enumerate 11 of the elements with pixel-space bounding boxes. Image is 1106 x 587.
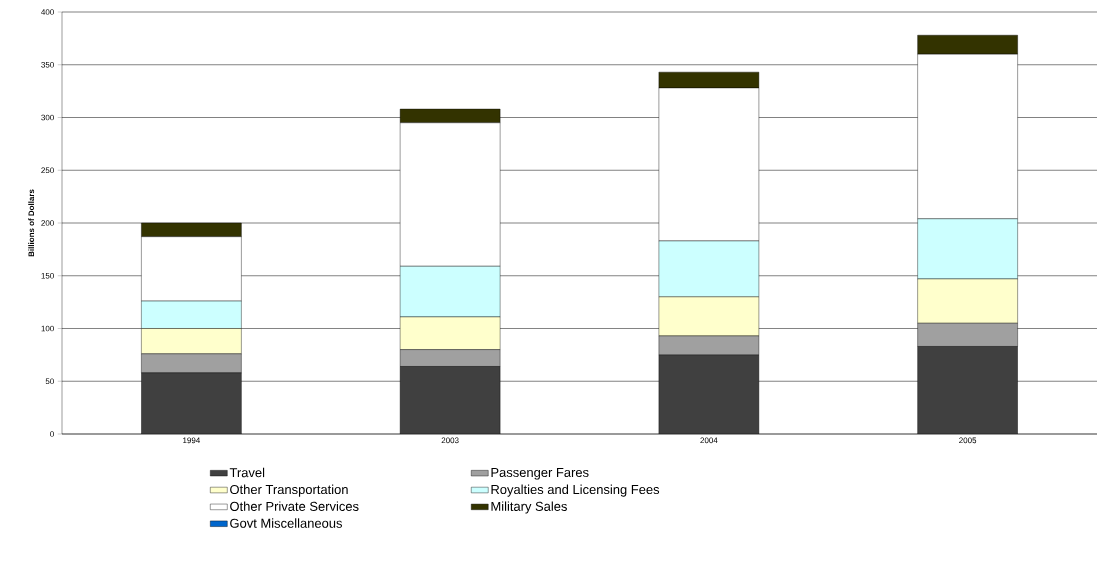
legend-label: Other Private Services (230, 501, 359, 511)
bar (399, 366, 501, 434)
legend-label: Travel (229, 467, 265, 478)
bar (917, 346, 1018, 434)
legend-label: Royalties and Licensing Fees (491, 484, 660, 497)
legend-label: Passenger Fares (491, 467, 589, 480)
bar (141, 372, 242, 434)
legend-label: Govt Miscellaneous (230, 518, 343, 528)
legend-label: Other Transportation (230, 484, 348, 497)
bar (658, 354, 760, 434)
legend-label: Military Sales (491, 501, 567, 514)
